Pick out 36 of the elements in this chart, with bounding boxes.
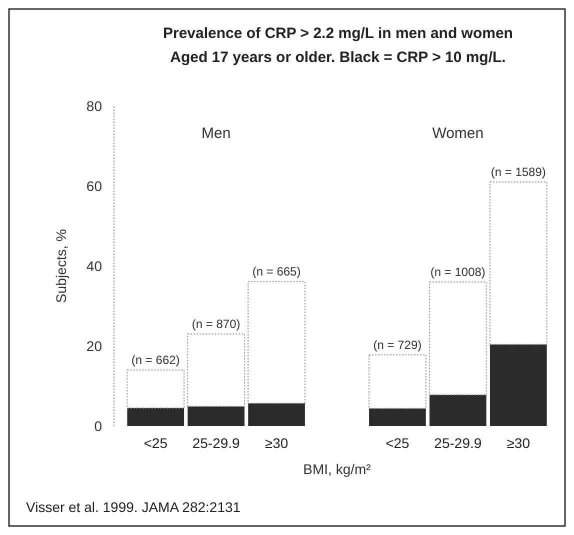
y-tick-label: 80 <box>86 98 102 114</box>
bar <box>248 403 305 426</box>
y-tick-label: 0 <box>94 418 102 434</box>
bar <box>126 370 185 408</box>
annotation: (n = 1589) <box>490 165 546 179</box>
annotation: (n = 662) <box>131 353 180 367</box>
annotation: (n = 1008) <box>430 265 486 279</box>
annotation: (n = 729) <box>373 338 422 352</box>
annotation: Women <box>432 125 484 142</box>
bar <box>368 354 426 409</box>
y-tick-label: 40 <box>86 258 102 274</box>
text: Visser et al. 1999. JAMA 282:2131 <box>26 499 241 515</box>
annotation: (n = 665) <box>252 264 301 279</box>
bar <box>127 408 184 426</box>
y-tick-label: 20 <box>86 338 102 354</box>
annotation: (n = 870) <box>192 317 240 331</box>
bar <box>188 406 244 426</box>
bar <box>430 394 486 426</box>
bar <box>187 334 245 407</box>
chart-title: Prevalence of CRP > 2.2 mg/L in men and women <box>163 25 513 42</box>
bar <box>489 182 548 345</box>
x-tick-label: 25-29.9 <box>192 435 240 451</box>
y-axis-title: Subjects, % <box>53 229 69 303</box>
bar <box>429 282 487 396</box>
bar <box>369 408 426 426</box>
x-tick-label: ≥30 <box>264 435 288 451</box>
annotation: Men <box>201 125 231 142</box>
x-tick-label: ≥30 <box>506 435 530 451</box>
bar <box>490 344 547 426</box>
x-axis-title: BMI, kg/m² <box>303 461 372 477</box>
bar <box>248 281 306 404</box>
x-tick-label: <25 <box>386 435 410 451</box>
y-tick-label: 60 <box>86 178 102 194</box>
chart-subtitle: Aged 17 years or older. Black = CRP > 10 mg/L. <box>170 49 506 66</box>
x-tick-label: <25 <box>144 435 168 451</box>
x-tick-label: 25-29.9 <box>434 435 482 451</box>
